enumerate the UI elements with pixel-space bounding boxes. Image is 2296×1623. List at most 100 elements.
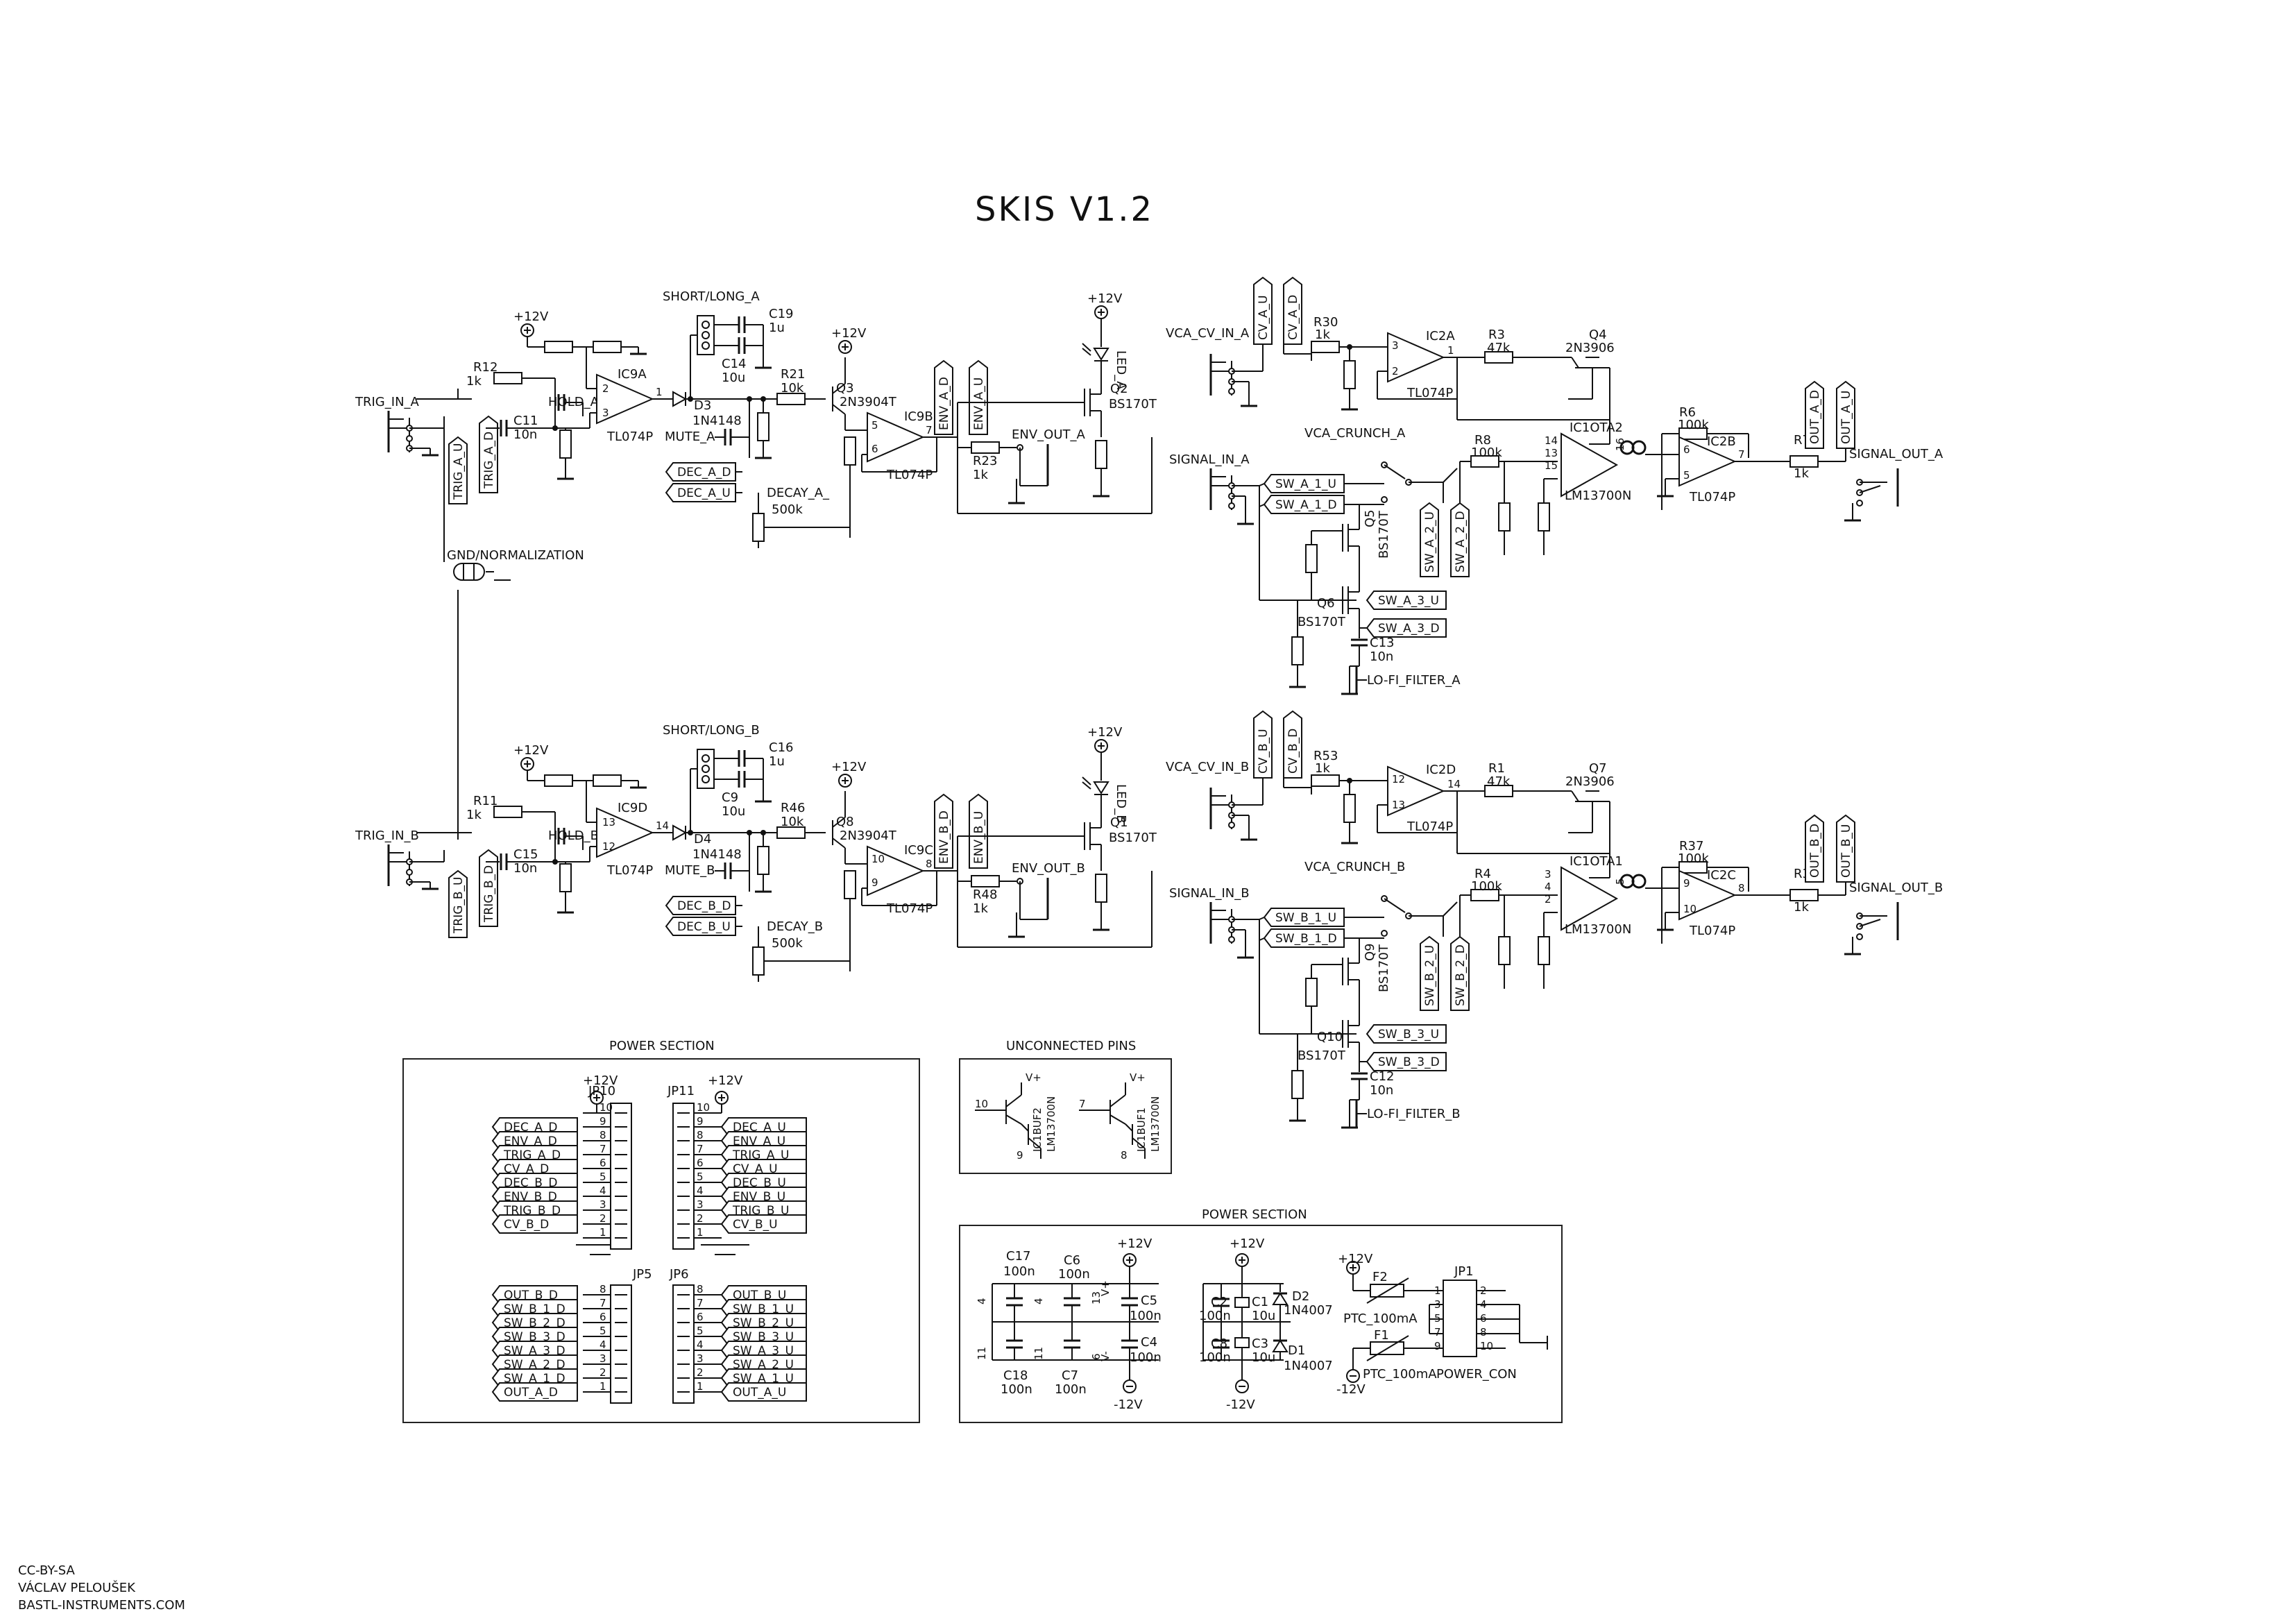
trig-label-2-a-flag: [479, 415, 498, 493]
cap-c4-name: C4: [1141, 1335, 1157, 1350]
ota-pin-c-a: 15: [1545, 459, 1558, 472]
ic1buf1-name: IC1BUF1: [1135, 1107, 1148, 1152]
bypass-pin-bot-2: 11: [1032, 1347, 1045, 1360]
decay-pot-body-b: [752, 946, 765, 976]
jp1-power-connector: JP1 POWER_CON: [1429, 1264, 1548, 1382]
wire: [1082, 776, 1091, 785]
opamp3-pin-out-a: 1: [1447, 344, 1454, 357]
signal-in-label-a: SIGNAL_IN_A: [1169, 452, 1250, 467]
jp1-type: POWER_CON: [1436, 1367, 1517, 1382]
lofi-label-a: LO-FI_FILTER_A: [1367, 673, 1461, 688]
jp1-pin-right-6: 6: [1480, 1312, 1487, 1325]
ota-pin-a-b: 3: [1545, 868, 1551, 881]
sl-pin-3-a: [701, 341, 710, 350]
r-cv-b-body: [1311, 774, 1340, 787]
junction-dot: [747, 830, 752, 835]
opamp2-name-b: IC9C: [904, 843, 933, 858]
out-label-2-b-flag: [1836, 814, 1855, 883]
cap-c6-name: C6: [1064, 1253, 1080, 1268]
led-name-a: LED_A: [1114, 350, 1128, 390]
r-mute-b-body: [757, 846, 769, 875]
opamp2-pin-a-a: 5: [871, 419, 878, 432]
bulk-supply: +12V -12V: [1226, 1237, 1265, 1412]
q-cv-name-a: Q4: [1589, 328, 1607, 342]
jp1-pin-left-9: 9: [1434, 1340, 1441, 1352]
ota-pin-a-a: 14: [1545, 434, 1558, 447]
jp10-pin-number: 6: [599, 1157, 606, 1169]
jp1-pin-right-2: 2: [1480, 1284, 1487, 1297]
q-led-name-a: Q2: [1110, 382, 1128, 396]
sw2-d-flag-a-flag: [1450, 502, 1470, 577]
sw3-u-flag-a-flag: [1366, 590, 1447, 610]
opamp4-type-a: TL074P: [1689, 490, 1735, 504]
env-label-1-b-flag: [934, 793, 953, 869]
cap-c3-value: 10u: [1252, 1350, 1275, 1365]
led-a: [1093, 348, 1109, 361]
cap-lofi-value-b: 10n: [1370, 1083, 1393, 1098]
opamp3-pin-a-a: 3: [1392, 339, 1399, 352]
cap-c18-value: 100n: [1001, 1382, 1032, 1397]
r-led-a-body: [1095, 440, 1107, 469]
r-in-name-b: R11: [473, 794, 498, 808]
bypass-supply: +12V -12V: [1114, 1237, 1153, 1412]
sw1-d-flag-a-flag: [1263, 495, 1345, 514]
q-pnp-a-collector: [832, 383, 846, 394]
opamp4-pin-out-b: 8: [1738, 882, 1745, 894]
ota-name-a: IC1OTA2: [1570, 420, 1623, 435]
ota-type-b: LM13700N: [1565, 922, 1631, 937]
r-sw2-a-body: [1291, 636, 1304, 665]
mute-decay-b: MUTE_B DEC_B_D DEC_B_U DECAY_B 500k: [665, 830, 851, 982]
cv-jack-a-pin-c: [1228, 388, 1235, 395]
opamp4-pin-a-a: 6: [1683, 443, 1690, 456]
wire: [1259, 504, 1265, 507]
opamp3-name-a: IC2A: [1426, 329, 1455, 343]
cap-in-value-a: 10n: [513, 427, 537, 442]
signal-jack-a-pin-c: [1228, 502, 1235, 509]
r-env-out-name-a: R23: [973, 454, 997, 468]
opamp1-name-a: IC9A: [618, 367, 647, 382]
jp11-supply-label: +12V: [708, 1073, 743, 1088]
cap-c8-name: C8: [1211, 1336, 1227, 1351]
opamp1-type-b: TL074P: [606, 863, 653, 878]
normalization-label: GND/NORMALIZATION: [447, 548, 584, 563]
ota-pin-b-a: 13: [1545, 447, 1558, 459]
q-pnp-type-b: 2N3904T: [840, 829, 897, 843]
cap-sl-b-name-a: C14: [722, 357, 746, 371]
jp1-pin-left-7: 7: [1434, 1326, 1441, 1339]
decay-pot-body-a: [752, 513, 765, 542]
fuse-f2-supply: +12V: [1338, 1252, 1373, 1266]
r-cv-pd-a-body: [1343, 360, 1356, 389]
sw3-d-flag-b-flag: [1366, 1052, 1447, 1071]
wire: [1082, 343, 1091, 352]
cap-sl-a-name-b: C16: [769, 740, 793, 755]
wire: [1259, 937, 1265, 941]
sw1-u-flag-b-flag: [1263, 908, 1345, 927]
cap-c7-value: 100n: [1055, 1382, 1087, 1397]
sw2-u-flag-a-flag: [1420, 502, 1439, 577]
out-label-2-a-text: OUT_A_U: [1839, 391, 1853, 444]
q-pnp-supply-b-symbol: [838, 774, 852, 788]
cap-c18: C18 100n: [1001, 1322, 1032, 1397]
cap-c5-value: 100n: [1130, 1309, 1162, 1323]
crunch-switch-pin-1-a: [1381, 461, 1388, 468]
diode-d2: D2 1N4007: [1272, 1284, 1333, 1322]
r-out-b-body: [1789, 889, 1819, 901]
jp10-header-body: [610, 1103, 632, 1250]
decay-pot-name-b: DECAY_B: [767, 919, 823, 934]
led-supply-a-label: +12V: [1087, 291, 1123, 306]
cv-label-1-a-text: CV_A_U: [1257, 295, 1270, 340]
sl-pin-2-b: [701, 765, 710, 773]
jp1-pin-left-5: 5: [1434, 1312, 1441, 1325]
dec-u-flag-a-flag: [665, 483, 736, 502]
ic1buf2-name: IC1BUF2: [1031, 1107, 1044, 1152]
cap-sl-b-value-b: 10u: [722, 804, 745, 819]
jp1-pin-left-1: 1: [1434, 1284, 1441, 1297]
jp11-header-body: [672, 1103, 695, 1250]
signal-out-label-a: SIGNAL_OUT_A: [1849, 447, 1944, 461]
